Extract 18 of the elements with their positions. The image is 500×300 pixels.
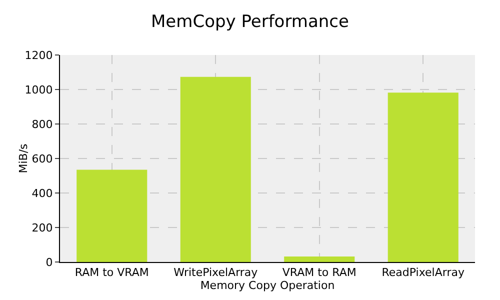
chart-title: MemCopy Performance (151, 12, 349, 32)
y-tick-label: 400 (32, 186, 53, 200)
y-axis-title: MiB/s (16, 143, 30, 174)
x-tick-label: ReadPixelArray (382, 266, 465, 280)
y-tick-label: 600 (32, 152, 53, 166)
y-tick-label: 0 (46, 256, 53, 269)
bar (284, 256, 355, 262)
bar (76, 170, 148, 262)
y-tick-label: 200 (32, 221, 53, 234)
x-tick-label: RAM to VRAM (74, 266, 149, 280)
y-tick-label: 800 (32, 118, 53, 131)
x-tick-label: WritePixelArray (174, 266, 258, 280)
bar (180, 76, 251, 262)
x-axis-title: Memory Copy Operation (200, 279, 335, 292)
y-tick-label: 1200 (24, 48, 53, 62)
bar (388, 92, 458, 262)
y-tick-label: 1000 (24, 83, 53, 96)
x-tick-label: VRAM to RAM (282, 266, 356, 280)
